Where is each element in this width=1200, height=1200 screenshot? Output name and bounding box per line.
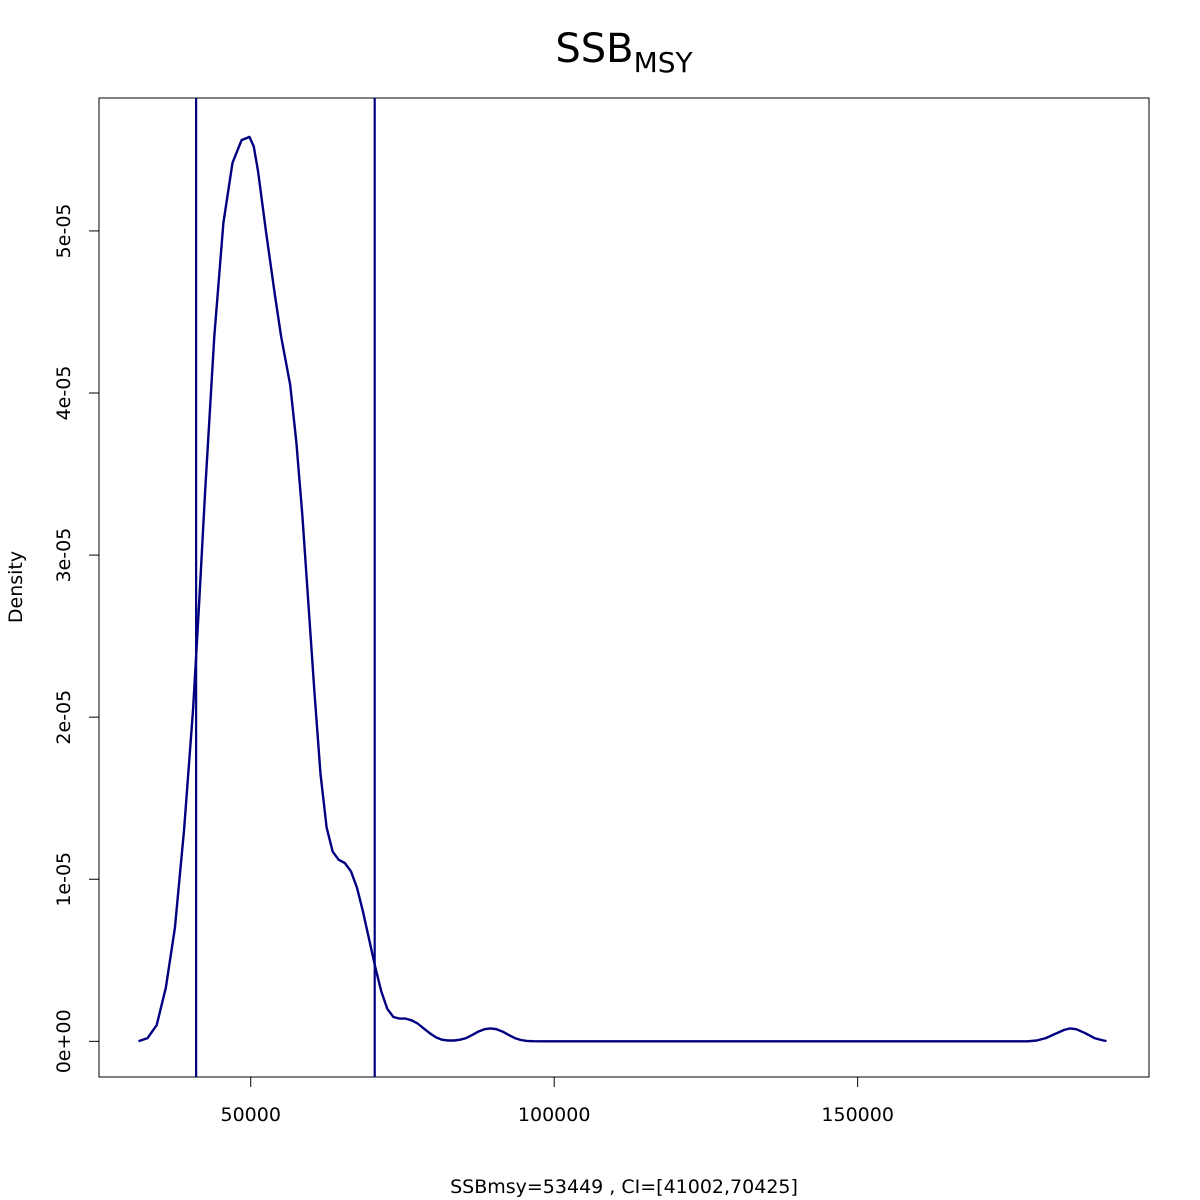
chart-title-subscript: MSY: [634, 46, 694, 79]
density-line: [138, 135, 1107, 1043]
x-axis-title: SSBmsy=53449 , CI=[41002,70425]: [450, 1176, 798, 1198]
y-tick-label: 4e-05: [53, 366, 75, 421]
plot-frame: [98, 97, 1150, 1078]
y-axis-title: Density: [5, 551, 27, 623]
y-tick-label: 5e-05: [53, 204, 75, 259]
y-axis: 0e+00 1e-05 2e-05 3e-05 4e-05 5e-05: [53, 204, 100, 1073]
chart-title-main: SSB: [555, 26, 633, 72]
ci-lines: [195, 98, 376, 1077]
chart-title: SSBMSY: [555, 26, 693, 79]
x-tick-label: 100000: [518, 1104, 591, 1126]
series-group: [138, 135, 1107, 1043]
y-tick-label: 1e-05: [53, 852, 75, 907]
x-tick-label: 50000: [221, 1104, 281, 1126]
y-tick-label: 0e+00: [53, 1009, 75, 1073]
y-tick-label: 3e-05: [53, 528, 75, 583]
x-axis: 50000 100000 150000: [221, 1076, 894, 1126]
y-tick-label: 2e-05: [53, 690, 75, 745]
x-tick-label: 150000: [821, 1104, 894, 1126]
